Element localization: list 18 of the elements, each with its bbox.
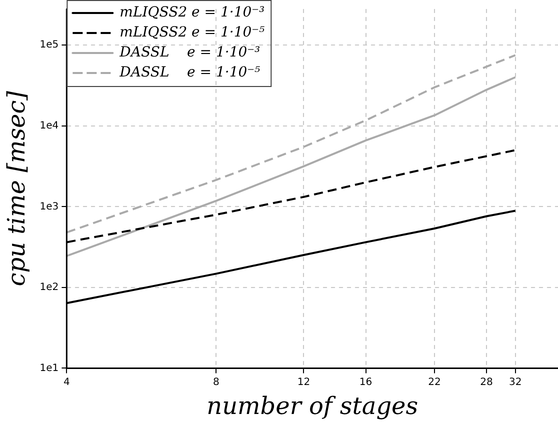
x-tick-label: 4 (63, 376, 70, 388)
y-tick-label: 1e5 (40, 40, 59, 51)
x-axis-title: number of stages (206, 392, 418, 420)
x-tick-label: 12 (297, 376, 310, 388)
y-tick-label: 1e4 (40, 120, 59, 132)
legend-label: mLIQSS2 e = 1·10⁻⁵ (120, 24, 266, 41)
x-tick-label: 28 (480, 376, 493, 388)
y-tick-label: 1e3 (40, 201, 59, 212)
legend-label: DASSL e = 1·10⁻⁵ (118, 64, 261, 81)
legend-label: mLIQSS2 e = 1·10⁻³ (120, 4, 266, 21)
y-tick-label: 1e2 (40, 282, 59, 294)
x-tick-label: 8 (213, 376, 220, 388)
x-tick-label: 16 (359, 376, 372, 388)
legend-label: DASSL e = 1·10⁻³ (118, 44, 261, 61)
x-tick-label: 32 (508, 376, 522, 388)
x-tick-label: 22 (428, 376, 441, 388)
y-tick-label: 1e1 (40, 362, 59, 374)
y-axis-title: cpu time [msec] (2, 90, 31, 286)
